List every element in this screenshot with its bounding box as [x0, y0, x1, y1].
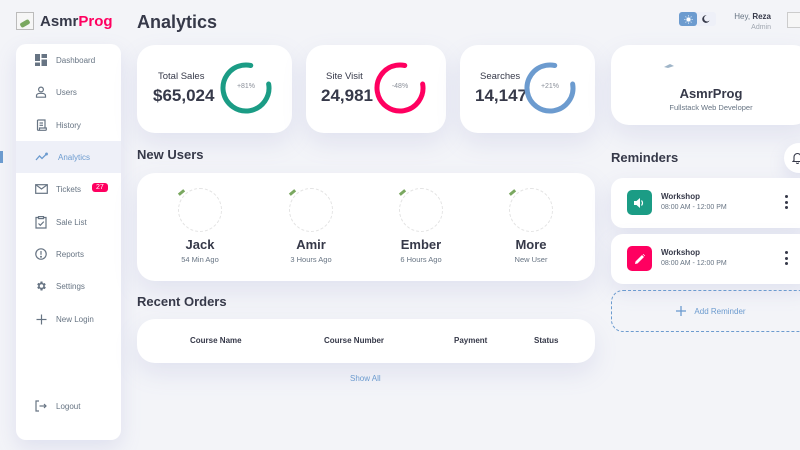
sidebar-item-logout[interactable]: Logout [16, 390, 121, 422]
sidebar-item-settings[interactable]: Settings [16, 270, 121, 302]
show-all-link[interactable]: Show All [350, 374, 381, 383]
reminder-item[interactable]: Workshop 08:00 AM - 12:00 PM [611, 234, 800, 284]
column-header-course-number: Course Number [324, 336, 385, 345]
recent-orders-table: Course Name Course Number Payment Status [137, 319, 595, 363]
notifications-button[interactable] [784, 143, 800, 173]
more-options-icon[interactable] [784, 195, 788, 209]
report-icon [34, 247, 48, 261]
add-reminder-button[interactable]: Add Reminder [611, 290, 800, 332]
light-mode-button[interactable] [679, 12, 697, 26]
new-user-item[interactable]: Ember 6 Hours Ago [376, 188, 466, 264]
logo-image [16, 12, 34, 30]
reminder-item[interactable]: Workshop 08:00 AM - 12:00 PM [611, 178, 800, 228]
tickets-count-badge: 27 [92, 183, 108, 192]
avatar [178, 188, 222, 232]
column-header-payment: Payment [454, 336, 488, 345]
page-title: Analytics [137, 12, 218, 32]
mail-icon [34, 182, 48, 196]
sun-icon [683, 14, 693, 24]
plus-icon [34, 312, 48, 326]
dark-mode-button[interactable] [697, 12, 715, 26]
logo[interactable]: AsmrProg [16, 12, 113, 30]
more-options-icon[interactable] [784, 251, 788, 265]
broken-image-icon [664, 64, 674, 68]
recent-orders-title: Recent Orders [137, 294, 227, 309]
avatar [289, 188, 333, 232]
column-header-course-name: Course Name [190, 336, 242, 345]
volume-icon [627, 190, 652, 215]
sidebar-item-analytics[interactable]: Analytics [0, 141, 121, 173]
column-header-status: Status [534, 336, 559, 345]
progress-ring [374, 62, 426, 114]
user-icon [34, 85, 48, 99]
theme-toggle[interactable] [679, 12, 716, 26]
avatar [399, 188, 443, 232]
sidebar-item-dashboard[interactable]: Dashboard [16, 44, 121, 76]
sidebar: Dashboard Users History Analytics Ticket… [0, 44, 121, 440]
stat-card-total-sales: Total Sales $65,024 +81% [137, 45, 292, 133]
profile-info: Hey, Reza Admin [734, 12, 771, 31]
new-users-card: Jack 54 Min Ago Amir 3 Hours Ago Ember 6… [137, 173, 595, 281]
progress-ring [220, 62, 272, 114]
logo-text: AsmrProg [40, 12, 113, 30]
new-user-item[interactable]: Jack 54 Min Ago [155, 188, 245, 264]
profile-about-card: AsmrProg Fullstack Web Developer [611, 45, 800, 125]
insights-icon [34, 150, 48, 164]
profile-photo[interactable] [787, 12, 800, 28]
logout-icon [34, 399, 48, 413]
new-users-title: New Users [137, 147, 204, 162]
plus-icon [676, 306, 687, 316]
moon-icon [702, 15, 710, 23]
user-name: Reza [752, 12, 771, 21]
user-role: Admin [751, 24, 771, 31]
new-user-item[interactable]: Amir 3 Hours Ago [266, 188, 356, 264]
bell-icon [792, 152, 800, 164]
progress-ring [524, 62, 576, 114]
more-users-item[interactable]: More New User [486, 188, 576, 264]
reminders-title: Reminders [611, 150, 679, 165]
sidebar-item-tickets[interactable]: Tickets 27 [16, 173, 121, 205]
edit-icon [627, 246, 652, 271]
clipboard-check-icon [34, 215, 48, 229]
avatar [509, 188, 553, 232]
sidebar-item-history[interactable]: History [16, 109, 121, 141]
sidebar-item-sale-list[interactable]: Sale List [16, 206, 121, 238]
stat-card-site-visit: Site Visit 24,981 -48% [306, 45, 446, 133]
grid-icon [34, 53, 48, 67]
receipt-icon [34, 118, 48, 132]
gear-icon [34, 279, 48, 293]
sidebar-item-new-login[interactable]: New Login [16, 303, 121, 335]
sidebar-item-reports[interactable]: Reports [16, 238, 121, 270]
sidebar-item-users[interactable]: Users [16, 76, 121, 108]
stat-card-searches: Searches 14,147 +21% [460, 45, 595, 133]
